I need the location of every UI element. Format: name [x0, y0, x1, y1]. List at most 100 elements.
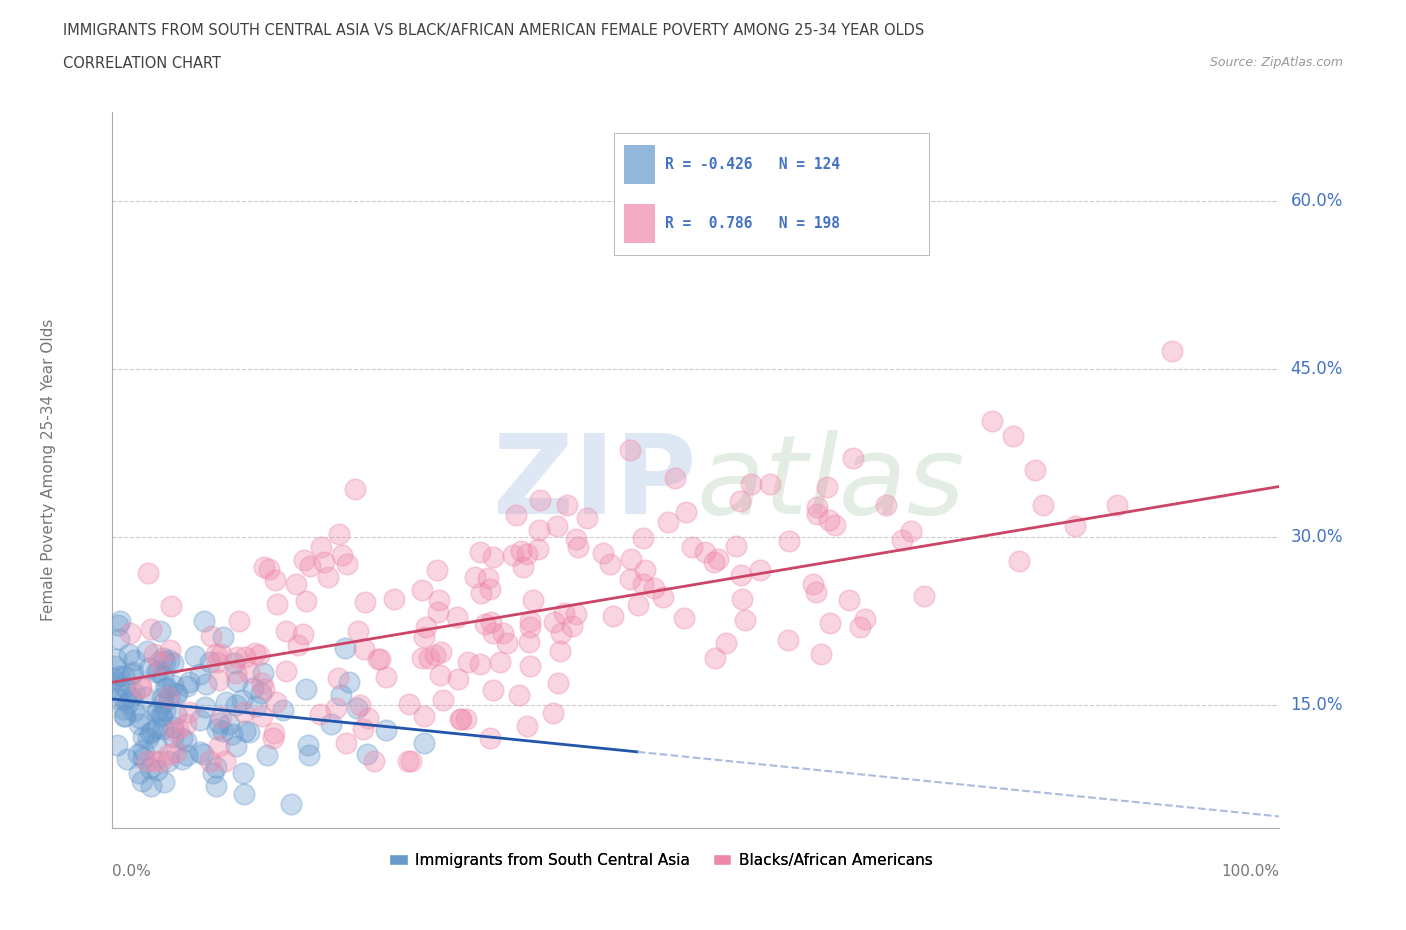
Point [157, 653, 180, 668]
Point [519, 658, 541, 673]
Point [464, 570, 486, 585]
Text: 30.0%: 30.0% [1291, 528, 1343, 546]
Point [191, 747, 214, 762]
Point [118, 646, 141, 661]
Point [575, 511, 598, 525]
Point [479, 730, 502, 745]
Point [546, 518, 568, 533]
Point [429, 667, 451, 682]
Point [172, 730, 194, 745]
Point [132, 742, 155, 757]
Point [299, 559, 322, 574]
Text: 15.0%: 15.0% [1291, 696, 1343, 713]
Point [231, 693, 253, 708]
Point [112, 708, 135, 723]
Point [314, 554, 336, 569]
Text: IMMIGRANTS FROM SOUTH CENTRAL ASIA VS BLACK/AFRICAN AMERICAN FEMALE POVERTY AMON: IMMIGRANTS FROM SOUTH CENTRAL ASIA VS BL… [63, 23, 925, 38]
Point [156, 681, 179, 696]
Point [634, 563, 657, 578]
Point [143, 647, 166, 662]
Point [657, 515, 679, 530]
Point [838, 592, 860, 607]
Point [620, 551, 643, 566]
Point [817, 512, 839, 527]
Point [508, 687, 530, 702]
Point [432, 693, 454, 708]
Point [900, 524, 922, 538]
Point [150, 691, 173, 706]
Point [413, 709, 436, 724]
Point [195, 676, 218, 691]
Point [352, 722, 374, 737]
Point [252, 666, 274, 681]
Point [225, 738, 247, 753]
Point [153, 775, 176, 790]
Point [519, 620, 541, 635]
Point [346, 701, 368, 716]
Point [505, 508, 527, 523]
Point [117, 696, 139, 711]
Point [110, 613, 132, 628]
Point [724, 539, 747, 554]
Point [215, 694, 238, 709]
Point [375, 670, 398, 684]
Point [212, 723, 235, 737]
Point [292, 552, 315, 567]
Point [129, 711, 152, 725]
Point [681, 539, 703, 554]
Point [449, 711, 471, 726]
Point [427, 592, 450, 607]
Point [263, 573, 285, 588]
Point [138, 725, 160, 740]
Point [339, 675, 361, 690]
Point [136, 730, 159, 745]
Point [298, 748, 321, 763]
Point [759, 477, 782, 492]
Text: ZIP: ZIP [492, 431, 696, 538]
Point [1001, 428, 1024, 443]
Point [311, 539, 333, 554]
Point [368, 652, 391, 667]
Point [139, 761, 162, 776]
Point [233, 650, 256, 665]
Point [450, 711, 472, 726]
Point [778, 632, 800, 647]
Point [981, 413, 1004, 428]
Point [112, 669, 135, 684]
Point [810, 646, 832, 661]
Point [188, 712, 211, 727]
Point [122, 653, 145, 668]
Point [253, 560, 276, 575]
Point [778, 534, 800, 549]
Point [912, 589, 935, 604]
Point [548, 644, 571, 658]
Point [512, 560, 534, 575]
Point [200, 629, 222, 644]
Legend: Immigrants from South Central Asia, Blacks/African Americans: Immigrants from South Central Asia, Blac… [382, 846, 939, 874]
Point [131, 729, 153, 744]
Point [120, 690, 142, 705]
Point [643, 580, 665, 595]
Point [162, 677, 184, 692]
Point [541, 706, 564, 721]
Point [104, 652, 127, 667]
Point [103, 674, 125, 689]
Point [592, 545, 614, 560]
Point [1024, 462, 1046, 477]
Point [516, 718, 538, 733]
Point [730, 567, 752, 582]
Point [146, 763, 169, 777]
Point [146, 721, 169, 736]
Point [446, 610, 468, 625]
Point [245, 698, 267, 713]
Point [824, 518, 846, 533]
Point [728, 493, 751, 508]
Point [703, 554, 725, 569]
Point [274, 624, 297, 639]
Point [330, 687, 353, 702]
Point [849, 619, 872, 634]
Point [492, 626, 515, 641]
Point [529, 522, 551, 537]
Point [353, 642, 375, 657]
Point [633, 577, 655, 591]
